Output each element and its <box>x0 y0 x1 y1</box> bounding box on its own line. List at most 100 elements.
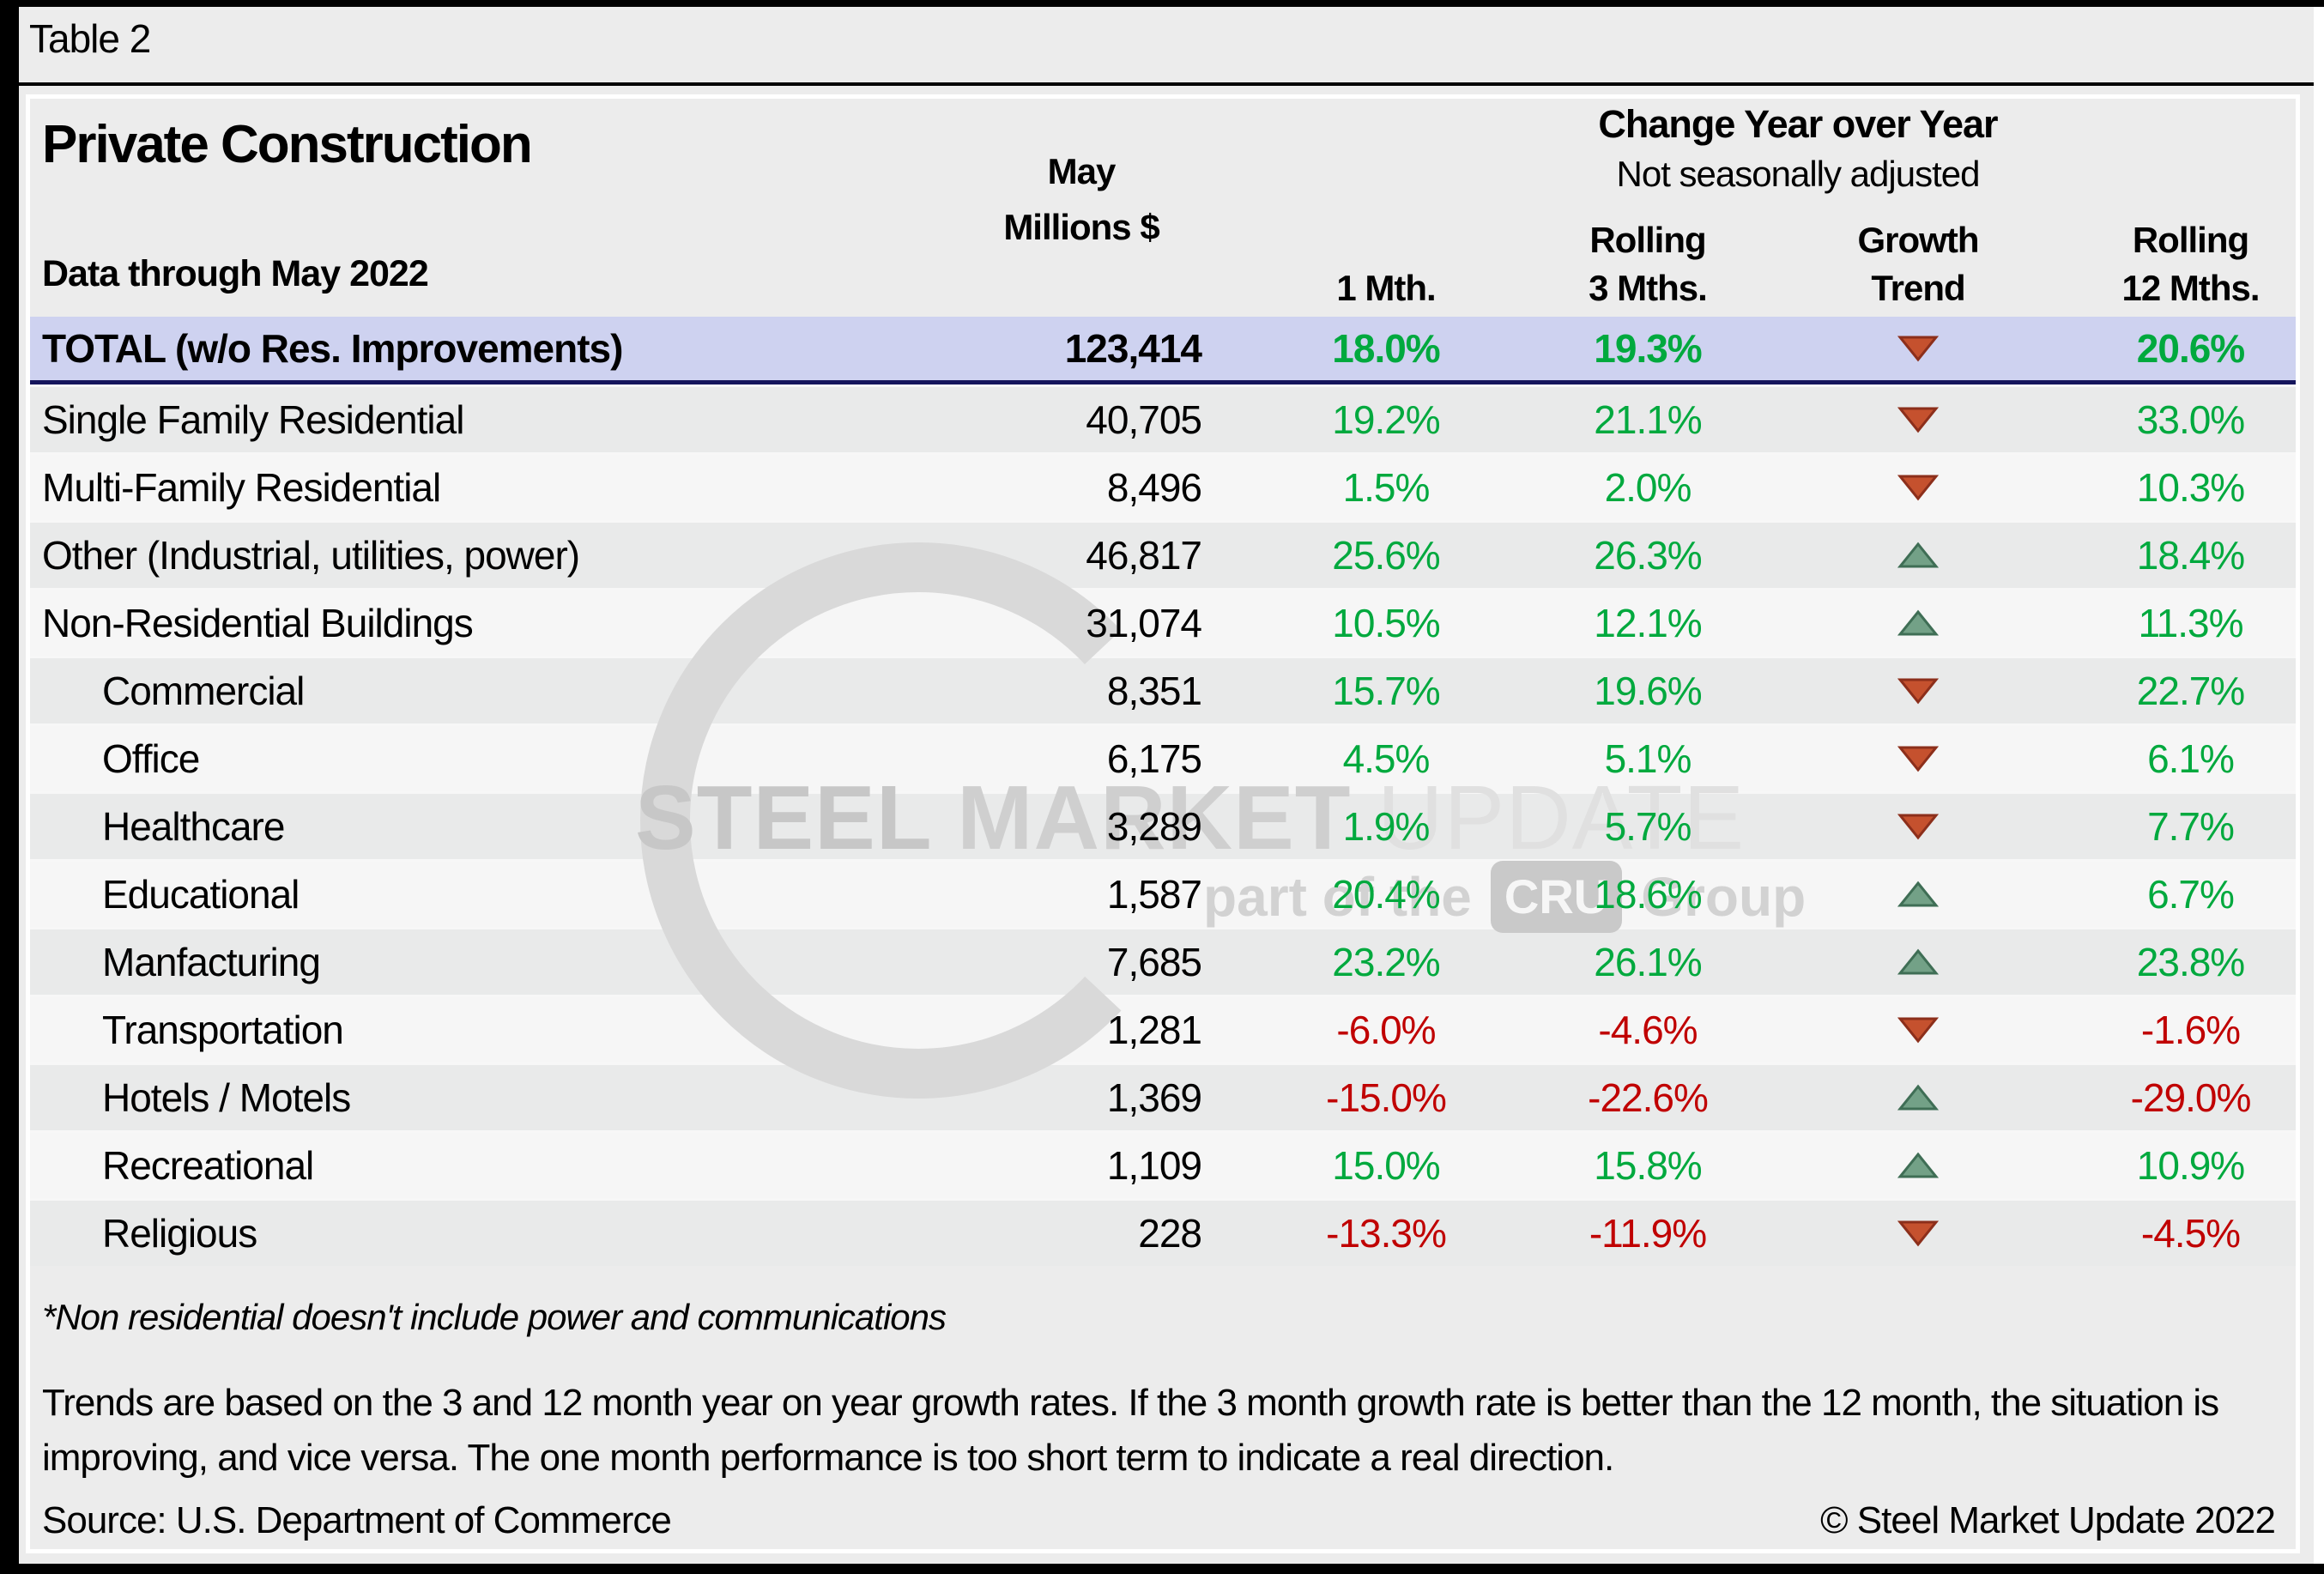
column-header-rolling-3mths: Rolling 3 Mths. <box>1589 219 1708 309</box>
table-row-total: TOTAL (w/o Res. Improvements) 123,414 18.0… <box>30 317 2296 384</box>
table-row: Non-Residential Buildings 31,074 10.5% 12.1… <box>30 588 2296 656</box>
rolling-3-months-value: 2.0% <box>1604 465 1692 510</box>
trend-down-icon <box>1897 1007 1940 1053</box>
rolling-12-months-value: 7.7% <box>2147 804 2235 849</box>
table-row: Office 6,175 4.5% 5.1% 6.1% <box>30 723 2296 791</box>
source-label: Source: U.S. Department of Commerce <box>42 1499 672 1541</box>
row-label: Healthcare <box>102 804 285 849</box>
table-row: Healthcare 3,289 1.9% 5.7% 7.7% <box>30 791 2296 859</box>
trend-down-icon <box>1897 803 1940 850</box>
rolling-3-months-value: 5.1% <box>1604 736 1692 781</box>
trend-up-icon <box>1897 1075 1940 1121</box>
table-row: Single Family Residential 40,705 19.2% 21.1… <box>30 384 2296 452</box>
table-header: Private Construction Data through May 20… <box>30 99 2296 317</box>
table-body: TOTAL (w/o Res. Improvements) 123,414 18.0… <box>30 317 2296 1266</box>
rolling-3-months-value: -4.6% <box>1598 1008 1698 1052</box>
one-month-value: 1.9% <box>1342 804 1431 849</box>
one-month-value: -15.0% <box>1326 1075 1447 1120</box>
one-month-value: 15.0% <box>1332 1143 1440 1188</box>
trend-down-icon <box>1897 397 1940 443</box>
row-label: TOTAL (w/o Res. Improvements) <box>42 326 623 371</box>
growth-trend-cell <box>1751 397 2085 443</box>
rolling-12-months-value: 6.7% <box>2147 872 2235 917</box>
millions-value: 1,281 <box>1106 1008 1202 1052</box>
table-row: Educational 1,587 20.4% 18.6% 6.7% <box>30 859 2296 927</box>
growth-trend-cell <box>1751 736 2085 782</box>
millions-value: 7,685 <box>1106 940 1202 984</box>
table-row: Multi-Family Residential 8,496 1.5% 2.0% 10.… <box>30 452 2296 520</box>
table-row: Manfacturing 7,685 23.2% 26.1% 23.8% <box>30 927 2296 995</box>
growth-trend-cell <box>1751 1007 2085 1053</box>
one-month-value: 4.5% <box>1342 736 1431 781</box>
one-month-value: 1.5% <box>1342 465 1431 510</box>
millions-value: 8,496 <box>1106 465 1202 510</box>
group-header-title: Change Year over Year <box>1598 102 1998 146</box>
millions-value: 31,074 <box>1086 601 1202 645</box>
growth-trend-cell <box>1751 668 2085 714</box>
row-label: Recreational <box>102 1143 314 1188</box>
millions-value: 1,369 <box>1106 1075 1202 1120</box>
trend-up-icon <box>1897 871 1940 917</box>
rolling-12-months-value: 22.7% <box>2136 669 2245 713</box>
row-label: Educational <box>102 872 300 917</box>
trend-up-icon <box>1897 600 1940 646</box>
millions-value: 1,109 <box>1106 1143 1202 1188</box>
one-month-value: 18.0% <box>1332 326 1440 371</box>
page-border-bottom <box>0 1564 2324 1574</box>
table-row: Hotels / Motels 1,369 -15.0% -22.6% -29.0% <box>30 1062 2296 1130</box>
one-month-value: 25.6% <box>1332 533 1440 578</box>
column-header-rolling-12mths: Rolling 12 Mths. <box>2121 219 2260 309</box>
growth-trend-cell <box>1751 600 2085 646</box>
growth-trend-cell <box>1751 1075 2085 1121</box>
growth-trend-cell <box>1751 803 2085 850</box>
millions-value: 40,705 <box>1086 397 1202 442</box>
one-month-value: 10.5% <box>1332 601 1440 645</box>
growth-trend-cell <box>1751 1210 2085 1256</box>
growth-trend-cell <box>1751 532 2085 578</box>
one-month-value: 20.4% <box>1332 872 1440 917</box>
one-month-value: 19.2% <box>1332 397 1440 442</box>
millions-value: 46,817 <box>1086 533 1202 578</box>
rolling-3-months-value: 19.3% <box>1594 326 1702 371</box>
table-number-label: Table 2 <box>29 16 151 61</box>
trend-down-icon <box>1897 325 1940 372</box>
rolling-3-months-value: 26.3% <box>1594 533 1702 578</box>
column-header-millions: May Millions $ <box>1003 151 1159 248</box>
row-label: Manfacturing <box>102 940 321 984</box>
data-through-label: Data through May 2022 <box>42 253 429 294</box>
table-row: Religious 228 -13.3% -11.9% -4.5% <box>30 1198 2296 1266</box>
growth-trend-cell <box>1751 1142 2085 1189</box>
footnote: *Non residential doesn't include power a… <box>42 1297 947 1337</box>
rolling-12-months-value: 20.6% <box>2136 326 2245 371</box>
trend-explanation: Trends are based on the 3 and 12 month y… <box>42 1382 2219 1479</box>
group-header: Change Year over Year Not seasonally adj… <box>1403 102 2193 195</box>
growth-trend-cell <box>1751 325 2085 372</box>
rolling-12-months-value: 33.0% <box>2136 397 2245 442</box>
trend-up-icon <box>1897 939 1940 985</box>
row-label: Commercial <box>102 669 305 713</box>
trend-down-icon <box>1897 668 1940 714</box>
rolling-3-months-value: 5.7% <box>1604 804 1692 849</box>
row-label: Non-Residential Buildings <box>42 601 474 645</box>
rolling-3-months-value: 15.8% <box>1594 1143 1702 1188</box>
column-header-growth-trend: Growth Trend <box>1857 219 1980 309</box>
millions-value: 8,351 <box>1106 669 1202 713</box>
rolling-12-months-value: 6.1% <box>2147 736 2235 781</box>
column-header-1mth: 1 Mth. <box>1336 268 1436 309</box>
trend-up-icon <box>1897 1142 1940 1189</box>
growth-trend-cell <box>1751 464 2085 511</box>
millions-value: 3,289 <box>1106 804 1202 849</box>
rolling-12-months-value: -4.5% <box>2140 1211 2241 1256</box>
growth-trend-cell <box>1751 871 2085 917</box>
group-header-subtitle: Not seasonally adjusted <box>1616 154 1981 194</box>
table-frame: Table 2 Private Construction Data throug… <box>19 7 2314 1564</box>
table-row: Other (Industrial, utilities, power) 46,8… <box>30 520 2296 588</box>
millions-value: 1,587 <box>1106 872 1202 917</box>
rolling-12-months-value: -29.0% <box>2130 1075 2252 1120</box>
rolling-3-months-value: 19.6% <box>1594 669 1702 713</box>
rolling-12-months-value: 18.4% <box>2136 533 2245 578</box>
row-label: Religious <box>102 1211 257 1256</box>
rolling-12-months-value: 10.3% <box>2136 465 2245 510</box>
private-construction-table: Private Construction Data through May 20… <box>26 94 2300 1553</box>
rolling-12-months-value: 11.3% <box>2138 601 2243 645</box>
